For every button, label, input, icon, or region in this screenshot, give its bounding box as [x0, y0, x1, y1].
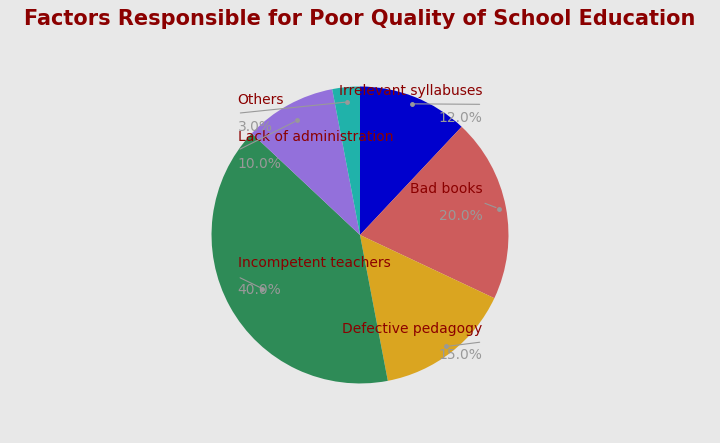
Text: 3.0%: 3.0% — [238, 120, 273, 134]
Wedge shape — [360, 86, 462, 235]
Text: 12.0%: 12.0% — [438, 111, 482, 124]
Wedge shape — [252, 89, 360, 235]
Text: Incompetent teachers: Incompetent teachers — [238, 256, 390, 270]
Wedge shape — [212, 133, 388, 384]
Text: Irrelevant syllabuses: Irrelevant syllabuses — [339, 84, 482, 98]
Title: Factors Responsible for Poor Quality of School Education: Factors Responsible for Poor Quality of … — [24, 9, 696, 29]
Text: Others: Others — [238, 93, 284, 107]
Wedge shape — [332, 86, 360, 235]
Text: 40.0%: 40.0% — [238, 283, 282, 297]
Text: Bad books: Bad books — [410, 182, 482, 196]
Text: 15.0%: 15.0% — [438, 348, 482, 362]
Wedge shape — [360, 235, 495, 381]
Text: 20.0%: 20.0% — [438, 209, 482, 223]
Text: 10.0%: 10.0% — [238, 157, 282, 171]
Wedge shape — [360, 127, 508, 298]
Text: Lack of administration: Lack of administration — [238, 130, 393, 144]
Text: Defective pedagogy: Defective pedagogy — [342, 322, 482, 335]
